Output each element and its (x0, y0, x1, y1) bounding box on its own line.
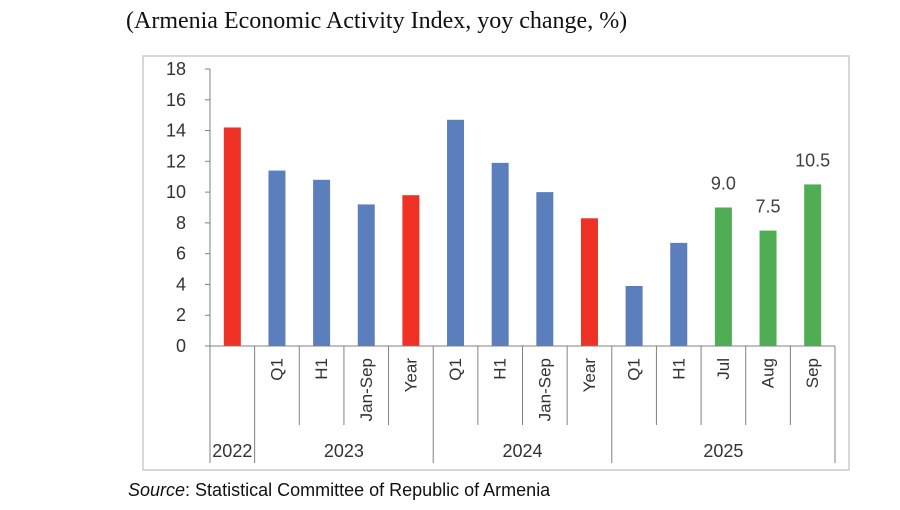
data-label: 9.0 (711, 174, 736, 194)
x-tick-label: H1 (669, 358, 688, 380)
x-tick-label: Year (580, 358, 599, 393)
source-label: Source (128, 480, 186, 500)
x-tick-label: H1 (312, 358, 331, 380)
chart-title: (Armenia Economic Activity Index, yoy ch… (126, 8, 628, 34)
bar-month (759, 230, 777, 346)
group-label: 2025 (703, 441, 743, 461)
x-tick-label: Jul (714, 358, 733, 380)
x-tick-label: Q1 (446, 358, 465, 381)
bar-period (268, 170, 286, 346)
bar-month (804, 184, 822, 346)
y-tick-label: 2 (176, 305, 186, 325)
bar-period (536, 192, 554, 346)
y-tick-label: 4 (176, 274, 186, 294)
group-label: 2022 (212, 441, 252, 461)
bar-period (313, 179, 331, 346)
bar-month (714, 207, 732, 346)
bar-year (223, 127, 241, 346)
x-tick-label: Jan-Sep (535, 358, 554, 421)
y-tick-label: 6 (176, 244, 186, 264)
bar-year (402, 195, 420, 346)
data-label: 7.5 (756, 197, 781, 217)
bar-period (670, 242, 688, 346)
bar-period (447, 119, 465, 347)
data-labels: 9.0 7.5 10.5 (711, 150, 830, 216)
x-tick-label: Year (401, 358, 420, 393)
x-axis: Q1 H1 Jan-Sep Year Q1 H1 Jan-Sep Year Q1 H1 Jul Aug… (209, 345, 836, 463)
y-tick-label: 16 (166, 90, 186, 110)
y-tick-label: 14 (166, 121, 186, 141)
data-label: 10.5 (795, 150, 830, 170)
x-tick-label: Jan-Sep (357, 358, 376, 421)
y-tick-label: 10 (166, 182, 186, 202)
source-text: : Statistical Committee of Republic of A… (185, 480, 551, 500)
y-tick-label: 0 (176, 336, 186, 356)
x-tick-label: H1 (491, 358, 510, 380)
y-axis: 0 2 4 6 8 10 12 14 16 18 (166, 59, 211, 356)
source-note: Source: Statistical Committee of Republi… (128, 480, 550, 501)
group-label: 2023 (324, 441, 364, 461)
bar-period (625, 285, 643, 346)
y-tick-label: 18 (166, 59, 186, 79)
bar-period (491, 162, 509, 346)
x-tick-label: Q1 (267, 358, 286, 381)
bar-period (357, 204, 375, 346)
chart-frame (142, 55, 850, 471)
bar-year (580, 218, 598, 346)
y-tick-label: 12 (166, 151, 186, 171)
x-tick-label: Q1 (625, 358, 644, 381)
x-tick-label: Sep (803, 358, 822, 388)
y-tick-label: 8 (176, 213, 186, 233)
bars (223, 119, 822, 347)
x-tick-label: Aug (759, 358, 778, 388)
group-label: 2024 (502, 441, 542, 461)
